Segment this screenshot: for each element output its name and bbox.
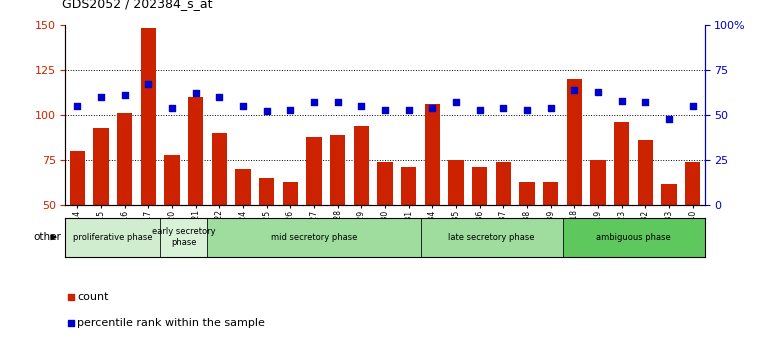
Text: percentile rank within the sample: percentile rank within the sample (77, 318, 265, 328)
Point (592, 89, 604, 95)
Bar (283, 182, 298, 205)
Bar (141, 28, 156, 205)
Bar (519, 182, 534, 205)
Bar (496, 162, 511, 205)
Bar (448, 160, 464, 205)
Point (450, 99, 462, 105)
Point (355, 103, 367, 109)
Bar (424, 104, 440, 205)
Bar (543, 182, 558, 205)
Bar (330, 135, 346, 205)
Point (237, 103, 249, 109)
Point (332, 99, 344, 105)
Bar (591, 160, 606, 205)
Point (308, 99, 320, 105)
Bar (212, 133, 227, 205)
Bar (69, 151, 85, 205)
Bar (160, 218, 207, 257)
Text: GDS2052 / 202384_s_at: GDS2052 / 202384_s_at (62, 0, 213, 10)
Bar (661, 184, 677, 205)
Bar (207, 218, 420, 257)
Bar (685, 162, 701, 205)
Point (521, 107, 533, 113)
Bar (401, 167, 417, 205)
Bar (117, 113, 132, 205)
Bar (353, 126, 369, 205)
Point (189, 91, 202, 96)
Point (687, 103, 699, 109)
Point (379, 107, 391, 113)
Bar (65, 218, 160, 257)
Bar (164, 155, 179, 205)
Bar (377, 162, 393, 205)
Point (639, 99, 651, 105)
Point (65, 294, 77, 299)
Text: mid secretory phase: mid secretory phase (271, 233, 357, 242)
Point (663, 116, 675, 121)
Point (65, 320, 77, 326)
Bar (259, 178, 274, 205)
Bar (472, 167, 487, 205)
Bar (420, 218, 563, 257)
Point (426, 105, 438, 111)
Bar (563, 218, 705, 257)
Point (544, 105, 557, 111)
Point (119, 92, 131, 98)
Bar (236, 169, 251, 205)
Point (166, 105, 178, 111)
Bar (638, 140, 653, 205)
Text: other: other (34, 232, 62, 242)
Point (213, 94, 226, 100)
Bar (614, 122, 629, 205)
Point (142, 81, 155, 87)
Point (71, 103, 83, 109)
Text: early secretory
phase: early secretory phase (152, 228, 216, 247)
Bar (306, 137, 322, 205)
Text: proliferative phase: proliferative phase (73, 233, 152, 242)
Point (284, 107, 296, 113)
Point (615, 98, 628, 103)
Text: ambiguous phase: ambiguous phase (596, 233, 671, 242)
Text: count: count (77, 291, 109, 302)
Point (95, 94, 107, 100)
Point (568, 87, 581, 93)
Point (403, 107, 415, 113)
Bar (188, 97, 203, 205)
Point (497, 105, 510, 111)
Point (260, 109, 273, 114)
Text: late secretory phase: late secretory phase (448, 233, 535, 242)
Bar (567, 79, 582, 205)
Bar (93, 128, 109, 205)
Point (474, 107, 486, 113)
